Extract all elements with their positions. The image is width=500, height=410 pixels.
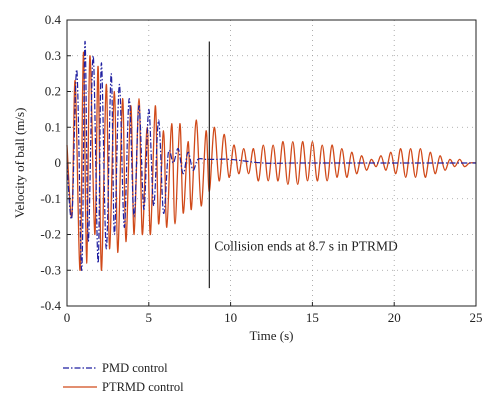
y-tick-label: -0.2 (40, 227, 61, 242)
x-tick-label: 5 (146, 310, 153, 325)
y-tick-label: -0.4 (40, 298, 61, 313)
legend: PMD control PTRMD control (63, 361, 184, 394)
y-tick-label: 0.4 (45, 12, 62, 27)
series-line-ptrmd (66, 51, 477, 271)
x-tick-label: 25 (470, 310, 483, 325)
x-tick-label: 15 (306, 310, 319, 325)
y-tick-label: -0.1 (40, 191, 61, 206)
collision-annotation: Collision ends at 8.7 s in PTRMD (214, 239, 398, 254)
y-tick-label: 0.2 (45, 84, 61, 99)
y-tick-label: 0 (55, 155, 62, 170)
x-axis-title: Time (s) (250, 328, 294, 343)
y-tick-label: 0.3 (45, 48, 61, 63)
x-tick-label: 0 (64, 310, 71, 325)
y-tick-label: 0.1 (45, 119, 61, 134)
y-axis-title: Velocity of ball (m/s) (12, 108, 27, 219)
series-line-pmd (66, 40, 476, 271)
series-layer (66, 40, 477, 271)
axis-ticks: 0 5 10 15 20 25 -0.4 -0.3 -0.2 -0.1 0 0.1 0.2 0.3 0.4 (40, 12, 482, 325)
legend-label-pmd: PMD control (102, 361, 168, 375)
x-tick-label: 10 (224, 310, 237, 325)
y-tick-label: -0.3 (40, 262, 61, 277)
x-tick-label: 20 (388, 310, 401, 325)
legend-label-ptrmd: PTRMD control (102, 380, 184, 394)
